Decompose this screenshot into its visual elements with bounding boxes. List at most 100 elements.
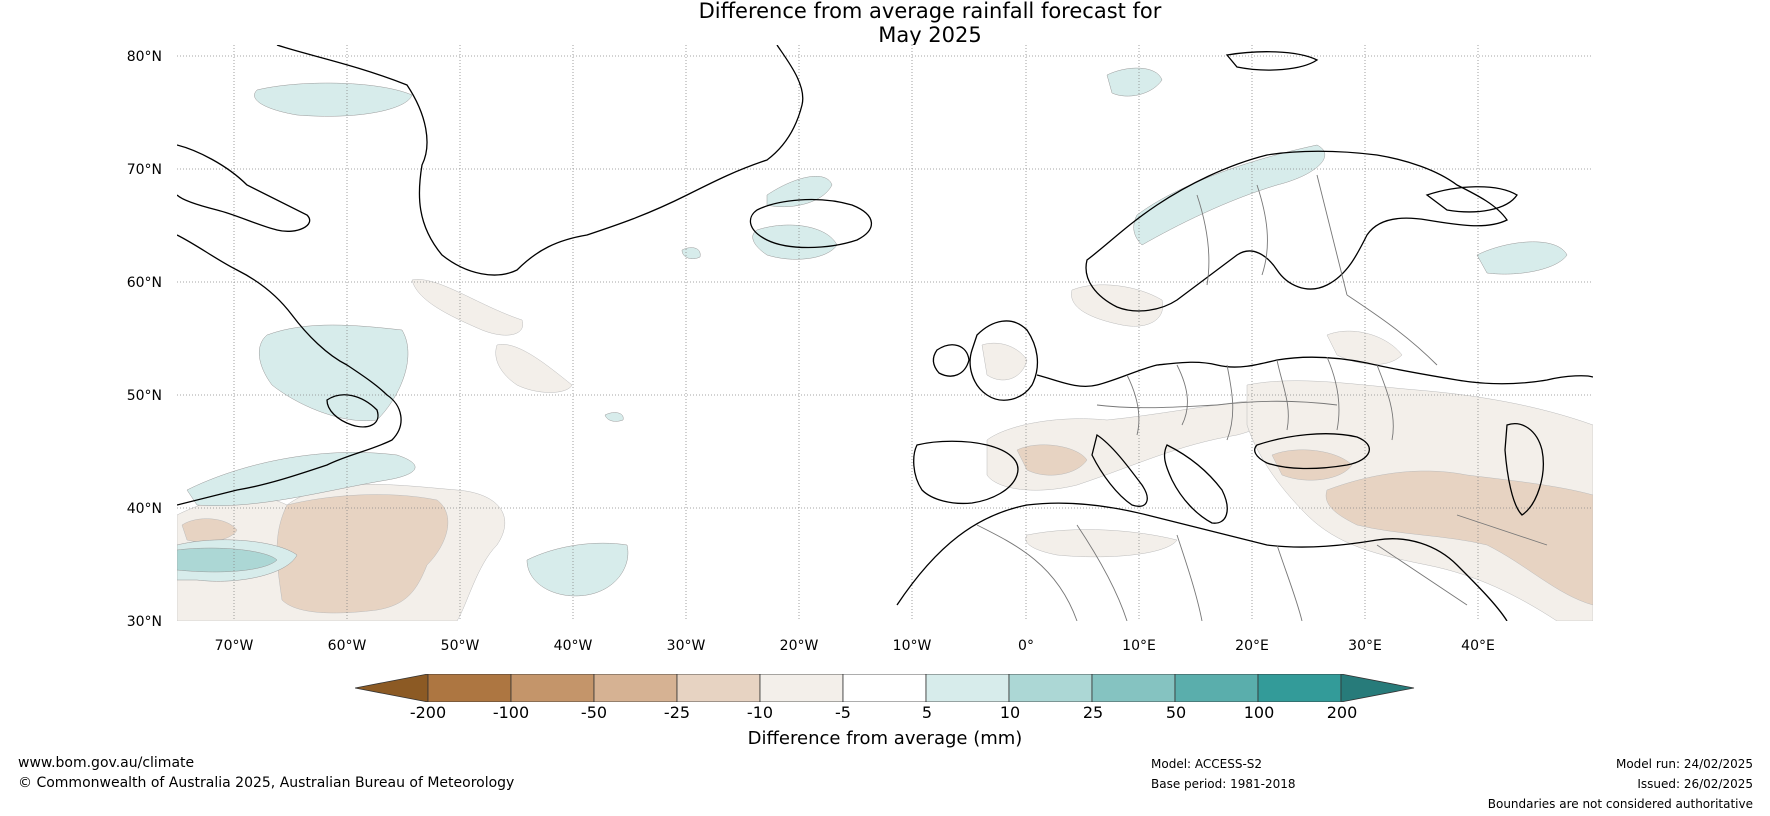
lon-label-10e: 10°E	[1122, 638, 1156, 654]
coast-greenland	[276, 45, 804, 276]
colorbar-segment	[759, 674, 844, 702]
footer-issued: Issued: 26/02/2025	[1637, 777, 1753, 791]
legend-tick-100: 100	[1243, 703, 1275, 722]
colorbar-segment	[427, 674, 512, 702]
dry-area-mid-atlantic-1	[411, 279, 523, 336]
coastlines	[177, 45, 1593, 621]
coast-black-sea	[1254, 433, 1370, 470]
dry-area-iberia-france	[986, 399, 1275, 491]
coast-uk	[969, 320, 1039, 401]
colorbar-segment	[1174, 674, 1259, 702]
coast-scandinavia	[1085, 150, 1508, 312]
dry-area-anatolia-core	[1325, 470, 1593, 606]
colorbar-segment	[842, 674, 927, 702]
footer-base-period: Base period: 1981-2018	[1151, 777, 1296, 791]
wet-area-iceland	[752, 224, 838, 260]
dry-area-mid-atlantic-2	[495, 344, 573, 393]
coast-newfoundland	[326, 394, 379, 428]
wet-area-iceland-north	[766, 176, 833, 208]
lon-label-20e: 20°E	[1235, 638, 1269, 654]
legend-tick-25: 25	[1082, 703, 1104, 722]
legend-tick-minus-50: -50	[580, 703, 608, 722]
dry-anomaly-areas	[177, 279, 1593, 621]
legend-tick-50: 50	[1165, 703, 1187, 722]
footer-disclaimer: Boundaries are not considered authoritat…	[1487, 797, 1753, 811]
lat-label-60n: 60°N	[126, 275, 162, 291]
wet-area-labrador	[259, 324, 409, 422]
coast-balkans-greece	[1163, 444, 1228, 524]
colorbar-segment	[676, 674, 761, 702]
coast-iberia	[913, 440, 1019, 505]
colorbar-segment	[925, 674, 1010, 702]
lon-label-30w: 30°W	[666, 638, 706, 654]
coast-iceland	[749, 198, 873, 249]
footer-model: Model: ACCESS-S2	[1151, 757, 1263, 771]
coast-north-africa	[896, 502, 1508, 621]
legend-tick-minus-25: -25	[663, 703, 691, 722]
coast-ireland	[932, 344, 970, 377]
coast-europe-mainland	[1036, 356, 1593, 387]
legend-tick-5: 5	[921, 703, 933, 722]
dry-area-scandinavia	[1071, 284, 1164, 327]
wet-area-barents	[1476, 241, 1568, 275]
lat-label-30n: 30°N	[126, 614, 162, 630]
lon-label-40w: 40°W	[553, 638, 593, 654]
graticule	[177, 45, 1593, 621]
dry-area-north-africa	[1025, 529, 1178, 558]
map-title-line-2: May 2025	[878, 23, 982, 47]
lat-label-50n: 50°N	[126, 388, 162, 404]
colorbar-extend-high	[1340, 674, 1415, 702]
legend-title: Difference from average (mm)	[747, 728, 1023, 749]
lat-label-80n: 80°N	[126, 49, 162, 65]
coast-labrador	[177, 234, 402, 506]
map-canvas	[177, 45, 1593, 621]
colorbar-segment	[1257, 674, 1342, 702]
legend-colorbar	[355, 674, 1415, 702]
wet-area-norway	[1133, 144, 1325, 246]
wet-area-subtropical-west-core	[177, 547, 278, 573]
dry-area-iberia-core	[1016, 444, 1088, 476]
colorbar-segments	[355, 674, 1415, 702]
colorbar-extend-low	[355, 674, 429, 702]
lon-label-20w: 20°W	[779, 638, 819, 654]
footer-website: www.bom.gov.au/climate	[18, 755, 195, 771]
lon-label-0: 0°	[1018, 638, 1034, 654]
legend-tick-minus-10: -10	[746, 703, 774, 722]
lat-label-70n: 70°N	[126, 162, 162, 178]
coast-italy	[1091, 433, 1148, 507]
legend-tick-minus-200: -200	[409, 703, 447, 722]
coast-novaya-zemlya	[1425, 186, 1518, 213]
wet-area-svalbard	[1106, 67, 1163, 97]
colorbar-segment	[593, 674, 678, 702]
lon-label-70w: 70°W	[214, 638, 254, 654]
dry-area-uk	[981, 342, 1028, 381]
lon-label-60w: 60°W	[327, 638, 367, 654]
legend-tick-minus-5: -5	[835, 703, 851, 722]
lat-label-40n: 40°N	[126, 501, 162, 517]
wet-area-central-atlantic	[526, 542, 629, 597]
coast-caspian	[1504, 423, 1544, 516]
dry-area-russia	[1326, 330, 1403, 365]
lon-label-10w: 10°W	[892, 638, 932, 654]
map-title: Difference from average rainfall forecas…	[0, 0, 1770, 47]
dry-area-subtropical-atlantic-core	[276, 494, 449, 614]
legend-tick-10: 10	[999, 703, 1021, 722]
wet-area-nova-scotia	[186, 452, 416, 506]
wet-area-small-1	[681, 247, 701, 259]
map-title-line-1: Difference from average rainfall forecas…	[698, 0, 1162, 23]
country-borders	[976, 174, 1548, 621]
legend-tick-minus-100: -100	[492, 703, 530, 722]
footer-copyright: © Commonwealth of Australia 2025, Austra…	[18, 775, 515, 791]
footer-model-run: Model run: 24/02/2025	[1615, 757, 1753, 771]
wet-area-small-2	[604, 412, 624, 422]
colorbar-segment	[1091, 674, 1176, 702]
colorbar-segment	[510, 674, 595, 702]
lon-label-50w: 50°W	[440, 638, 480, 654]
wet-anomaly-areas	[177, 67, 1568, 597]
legend-tick-200: 200	[1326, 703, 1358, 722]
dry-area-balkans	[1271, 449, 1353, 481]
wet-area-baffin	[254, 82, 413, 117]
lon-label-40e: 40°E	[1461, 638, 1495, 654]
lon-label-30e: 30°E	[1348, 638, 1382, 654]
coast-baffin	[177, 144, 311, 232]
